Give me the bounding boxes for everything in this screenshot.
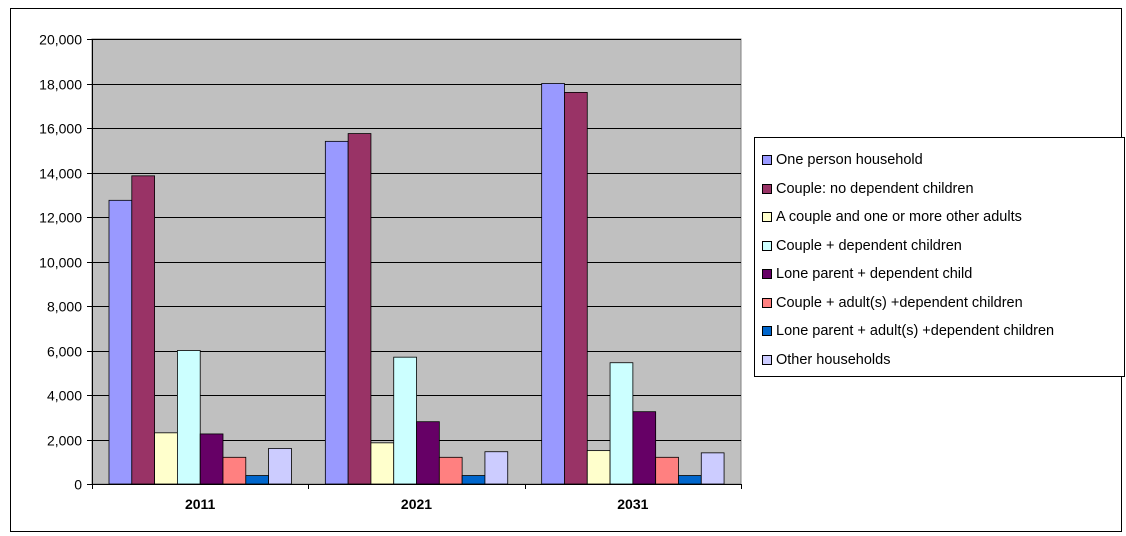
bar	[438, 456, 463, 485]
bar	[176, 350, 201, 485]
legend-label: One person household	[776, 152, 923, 169]
chart-legend: One person household Couple: no dependent…	[754, 137, 1125, 377]
legend-item: Lone parent + dependent child	[762, 260, 1124, 289]
legend-swatch	[762, 269, 772, 280]
legend-label: Other households	[776, 351, 891, 368]
y-tick-label: 6,000	[47, 344, 82, 360]
y-tick-label: 4,000	[47, 388, 82, 404]
bar	[609, 362, 634, 485]
y-tick-label: 12,000	[39, 210, 82, 226]
bar	[108, 199, 133, 485]
legend-item: Couple: no dependent children	[762, 175, 1124, 204]
y-tick-label: 16,000	[39, 121, 82, 137]
y-tick-label: 10,000	[39, 255, 82, 271]
x-category-label: 2031	[617, 496, 648, 512]
legend-swatch	[762, 183, 772, 194]
legend-swatch	[762, 155, 772, 166]
bar	[370, 442, 395, 485]
legend-swatch	[762, 354, 772, 365]
y-tick-label: 14,000	[39, 166, 82, 182]
legend-label: Couple + dependent children	[776, 237, 962, 254]
bar	[678, 475, 702, 485]
legend-item: Couple + adult(s) +dependent children	[762, 289, 1124, 318]
x-category-label: 2021	[401, 496, 432, 512]
y-tick-label: 18,000	[39, 77, 82, 93]
y-tick-label: 2,000	[47, 433, 82, 449]
bar	[347, 133, 372, 485]
y-tick-label: 20,000	[39, 32, 82, 48]
bar	[222, 456, 247, 485]
bar	[700, 452, 725, 485]
bar	[268, 447, 292, 485]
bar	[586, 450, 611, 485]
bar	[393, 356, 417, 485]
bar	[245, 475, 270, 485]
bar	[199, 433, 224, 485]
legend-item: One person household	[762, 146, 1124, 175]
bar	[416, 421, 440, 485]
legend-swatch	[762, 212, 772, 223]
legend-item: Other households	[762, 346, 1124, 375]
bar	[131, 175, 156, 485]
legend-label: Couple: no dependent children	[776, 180, 974, 197]
bar	[541, 83, 565, 485]
bar	[564, 92, 588, 485]
legend-swatch	[762, 297, 772, 308]
bar	[461, 475, 486, 485]
legend-item: Couple + dependent children	[762, 232, 1124, 261]
legend-label: Couple + adult(s) +dependent children	[776, 294, 1023, 311]
legend-item: A couple and one or more other adults	[762, 203, 1124, 232]
y-tick-label: 8,000	[47, 299, 82, 315]
legend-label: A couple and one or more other adults	[776, 209, 1022, 226]
bar	[632, 411, 657, 485]
bar	[484, 451, 509, 485]
bar	[154, 432, 178, 485]
legend-swatch	[762, 240, 772, 251]
bar	[324, 140, 349, 485]
y-tick-label: 0	[74, 477, 82, 493]
x-category-label: 2011	[185, 496, 216, 512]
legend-swatch	[762, 326, 772, 337]
bar	[655, 456, 679, 485]
legend-item: Lone parent + adult(s) +dependent childr…	[762, 317, 1124, 346]
legend-label: Lone parent + adult(s) +dependent childr…	[776, 323, 1055, 340]
legend-label: Lone parent + dependent child	[776, 266, 973, 283]
